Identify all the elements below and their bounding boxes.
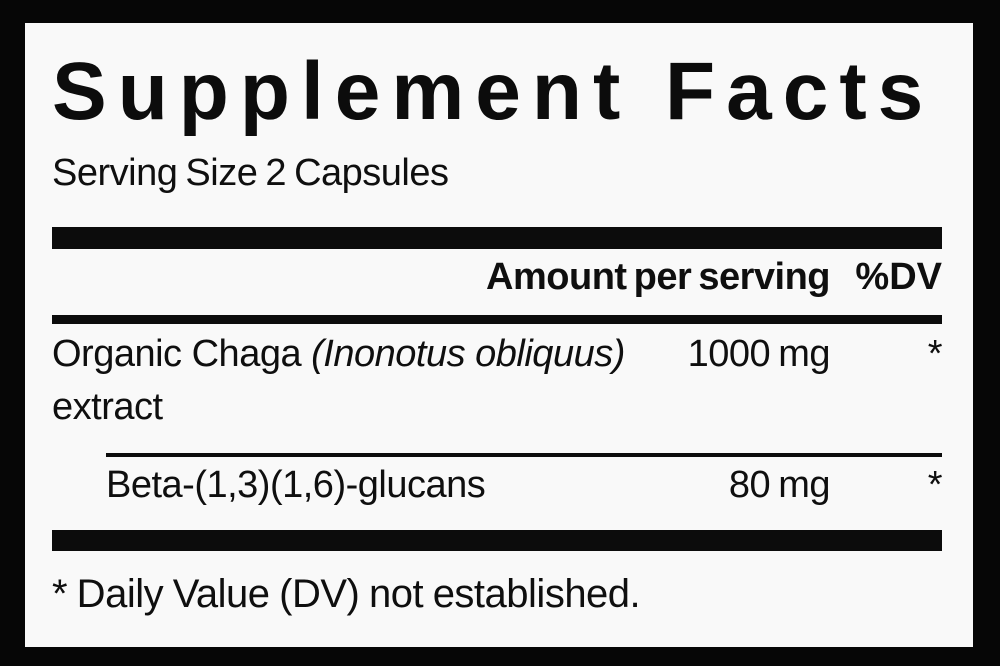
ingredient-name: Organic Chaga (Inonotus obliquus) extrac…: [52, 328, 625, 434]
percent-dv-header: %DV: [855, 255, 942, 298]
ingredient-name-line2: extract: [52, 386, 163, 429]
ingredient-latin-name: (Inonotus obliquus): [311, 333, 625, 376]
page-title: Supplement Facts: [52, 46, 935, 137]
panel-content: Supplement Facts Serving Size 2 Capsules…: [25, 51, 973, 620]
ingredient-name-line1: Organic Chaga (Inonotus obliquus): [52, 328, 625, 381]
ingredient-dv-asterisk: *: [927, 333, 943, 376]
sub-ingredient-separator-line: [106, 452, 942, 457]
sub-ingredient-name: Beta-(1,3)(1,6)-glucans: [106, 463, 486, 506]
bottom-separator-bar: [52, 529, 942, 551]
serving-size-text: Serving Size 2 Capsules: [52, 152, 449, 194]
daily-value-footnote: * Daily Value (DV) not established.: [52, 571, 641, 616]
top-separator-bar: [52, 226, 942, 249]
table-row: Beta-(1,3)(1,6)-glucans 80 mg *: [52, 459, 943, 512]
sub-ingredient-dv-asterisk: *: [927, 463, 943, 506]
supplement-facts-panel: Supplement Facts Serving Size 2 Capsules…: [25, 23, 973, 647]
ingredient-name-regular: Organic Chaga: [52, 333, 312, 376]
ingredient-amount: 1000 mg: [687, 333, 831, 376]
header-separator-line: [52, 315, 942, 325]
column-header-row: Amount per serving %DV: [52, 255, 942, 301]
table-row: Organic Chaga (Inonotus obliquus) extrac…: [52, 328, 943, 434]
amount-per-serving-header: Amount per serving: [486, 255, 830, 298]
sub-ingredient-amount: 80 mg: [728, 463, 831, 506]
